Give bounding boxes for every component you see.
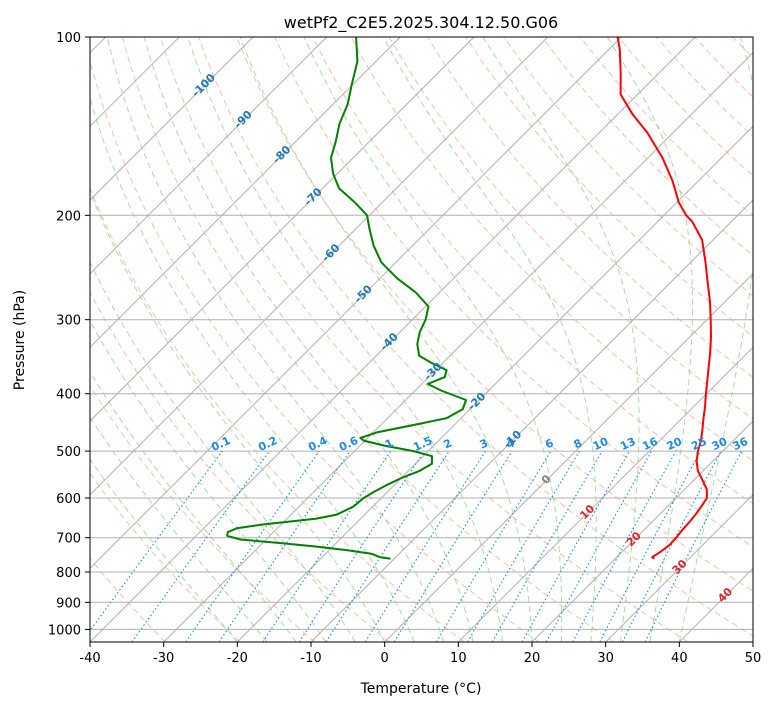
y-tick-label: 400 xyxy=(56,388,81,403)
moist-adiabat-line xyxy=(90,189,386,642)
mixing-ratio-label: 10 xyxy=(591,435,611,453)
isotherm-line xyxy=(457,346,753,642)
y-axis-title: Pressure (hPa) xyxy=(12,290,28,390)
x-axis-title: Temperature (°C) xyxy=(360,681,482,697)
moist-adiabat-line xyxy=(187,37,503,642)
chart-title: wetPf2_C2E5.2025.304.12.50.G06 xyxy=(284,13,558,33)
x-tick-label: -10 xyxy=(300,651,321,666)
isotherm-line xyxy=(90,37,328,275)
moist-adiabat-line xyxy=(90,416,268,642)
mixing-ratio-label: 30 xyxy=(710,435,730,453)
mixing-ratio-line xyxy=(325,450,450,642)
plot-frame xyxy=(89,36,754,643)
dry-adiabat-line xyxy=(90,472,241,642)
mixing-ratio-label: 16 xyxy=(640,435,660,453)
isotherm-line xyxy=(752,641,753,642)
mixing-ratio-line xyxy=(298,450,425,642)
y-tick-label: 200 xyxy=(56,209,81,224)
x-tick-label: 20 xyxy=(524,651,541,666)
y-axis: 100 200 300 400 500 600 700 800 900 1000 xyxy=(48,31,90,638)
x-tick-label: 30 xyxy=(597,651,614,666)
mixing-ratio-line xyxy=(393,450,513,642)
isotherm-line xyxy=(605,493,753,642)
x-tick-label: 50 xyxy=(745,651,762,666)
mixing-ratio-line xyxy=(521,450,630,642)
x-axis: -40 -30 -20 -10 0 10 20 30 40 50 xyxy=(79,642,761,666)
background-lines xyxy=(90,37,775,642)
mixing-ratio-label: 13 xyxy=(618,435,637,453)
dewpoint-profile-line xyxy=(226,37,467,560)
moist-adiabat-line xyxy=(143,37,474,642)
moist-adiabat-line xyxy=(239,37,533,642)
dry-adiabat-line xyxy=(312,37,753,505)
y-tick-label: 800 xyxy=(56,566,81,581)
isotherm-line xyxy=(90,37,549,496)
dry-adiabat-line xyxy=(236,37,753,592)
mixing-ratio-label: 36 xyxy=(731,435,751,453)
isotherm-line xyxy=(90,37,622,570)
y-tick-label: 700 xyxy=(56,532,81,547)
isotherm-line xyxy=(310,199,753,642)
dry-adiabat-line xyxy=(90,59,540,642)
mixing-ratio-line xyxy=(218,450,351,642)
dry-adiabat-line xyxy=(771,37,775,642)
mixing-ratio-label: 25 xyxy=(689,435,708,453)
y-tick-label: 1000 xyxy=(48,623,81,638)
dry-adiabat-line xyxy=(90,186,465,642)
moist-adiabat-line xyxy=(106,37,445,642)
y-tick-label: 300 xyxy=(56,314,81,329)
dry-adiabat-line xyxy=(426,37,753,378)
sounding-profiles xyxy=(226,37,712,560)
moist-adiabat-line xyxy=(482,37,640,642)
isotherm-line xyxy=(236,125,753,642)
x-tick-label: -30 xyxy=(153,651,174,666)
dry-adiabat-line xyxy=(90,384,316,642)
y-tick-label: 100 xyxy=(56,31,81,46)
moist-adiabat-line xyxy=(90,260,356,642)
isotherm-line xyxy=(90,37,696,642)
mixing-ratio-line xyxy=(185,450,320,642)
x-tick-label: -20 xyxy=(227,651,248,666)
mixing-ratio-line xyxy=(545,450,653,642)
dry-adiabat-line xyxy=(503,37,753,297)
dry-adiabat-line xyxy=(90,291,390,642)
temperature-profile-line xyxy=(616,37,712,560)
dry-adiabat-line xyxy=(465,37,753,338)
mixing-ratio-line xyxy=(90,450,223,632)
x-tick-label: 10 xyxy=(450,651,467,666)
moist-adiabat-line xyxy=(606,37,693,642)
moist-adiabat-line xyxy=(678,37,753,642)
plot-background xyxy=(90,37,753,642)
y-tick-label: 900 xyxy=(56,596,81,611)
mixing-ratio-line xyxy=(262,450,392,642)
dry-adiabat-line xyxy=(350,37,753,462)
isotherm-line xyxy=(90,37,401,349)
y-tick-label: 500 xyxy=(56,445,81,460)
x-tick-label: 0 xyxy=(381,651,389,666)
moist-adiabat-line xyxy=(90,458,238,642)
mixing-ratio-line xyxy=(131,450,270,642)
mixing-ratio-line xyxy=(572,450,677,642)
moist-adiabat-line xyxy=(382,37,597,642)
moist-adiabat-line xyxy=(90,370,297,642)
dry-adiabat-line xyxy=(388,37,753,420)
moist-adiabat-line xyxy=(90,319,327,642)
mixing-ratio-line xyxy=(644,450,743,642)
dry-adiabat-line xyxy=(159,37,689,642)
isotherm-line xyxy=(90,37,254,201)
x-tick-label: -40 xyxy=(79,651,100,666)
mixing-ratio-label: 20 xyxy=(665,435,685,453)
y-tick-label: 600 xyxy=(56,492,81,507)
x-tick-label: 40 xyxy=(671,651,688,666)
dry-adiabat-line xyxy=(121,37,614,642)
dry-adiabat-line xyxy=(274,37,753,548)
isotherm-line xyxy=(531,420,753,642)
moist-adiabat-line xyxy=(303,37,563,642)
isotherm-line xyxy=(384,272,753,642)
isotherm-line xyxy=(90,37,475,422)
